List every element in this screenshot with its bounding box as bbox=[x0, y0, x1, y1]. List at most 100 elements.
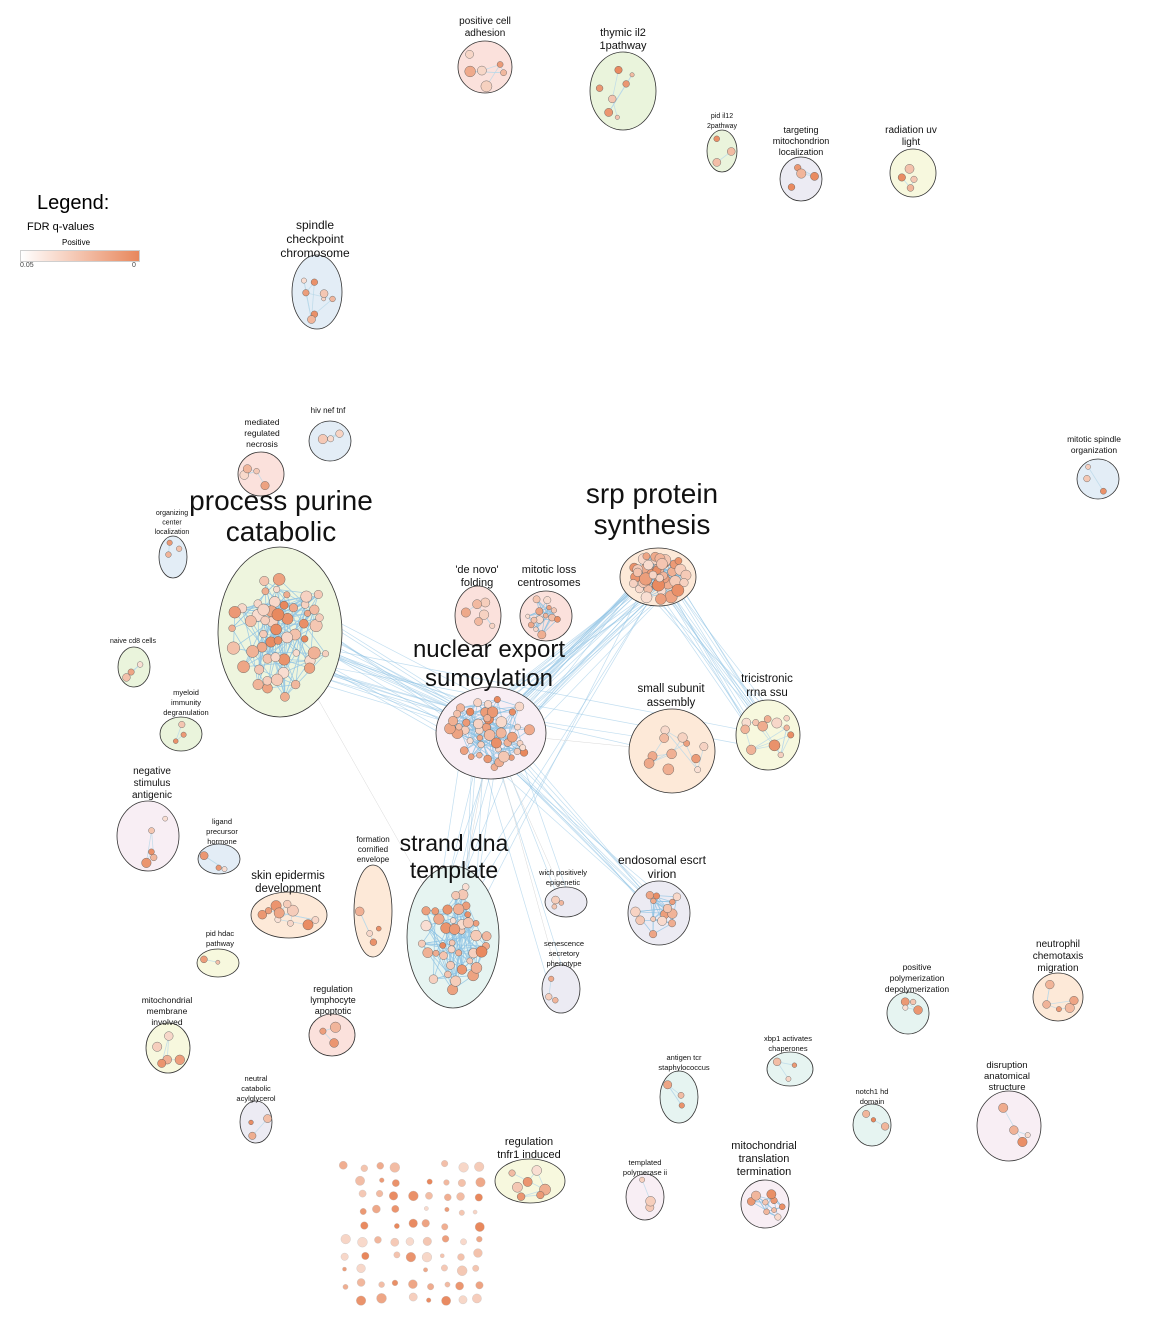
cluster-antigen-tcr-staphylococcus[interactable] bbox=[659, 1070, 699, 1124]
gene-set-node[interactable] bbox=[302, 919, 314, 931]
gene-set-node[interactable] bbox=[476, 752, 483, 759]
singleton-node[interactable] bbox=[472, 1264, 480, 1272]
singleton-node[interactable] bbox=[359, 1208, 367, 1215]
cluster-wich-positively-epigenetic[interactable] bbox=[544, 886, 588, 918]
gene-set-node[interactable] bbox=[508, 754, 515, 761]
gene-set-node[interactable] bbox=[174, 1054, 185, 1065]
gene-set-node[interactable] bbox=[301, 635, 309, 643]
gene-set-node[interactable] bbox=[1024, 1132, 1031, 1138]
singleton-node[interactable] bbox=[408, 1292, 418, 1302]
gene-set-node[interactable] bbox=[270, 652, 281, 663]
gene-set-node[interactable] bbox=[913, 1005, 923, 1015]
gene-set-node[interactable] bbox=[481, 931, 492, 941]
gene-set-node[interactable] bbox=[283, 900, 292, 909]
gene-set-node[interactable] bbox=[470, 962, 483, 974]
singleton-node[interactable] bbox=[457, 1253, 465, 1261]
singleton-node[interactable] bbox=[458, 1295, 468, 1305]
gene-set-node[interactable] bbox=[273, 907, 285, 919]
singleton-node[interactable] bbox=[443, 1179, 450, 1186]
singleton-node[interactable] bbox=[456, 1192, 465, 1201]
cluster-hiv-nef-tnf[interactable] bbox=[308, 420, 352, 462]
gene-set-node[interactable] bbox=[444, 970, 452, 979]
singleton-node[interactable] bbox=[342, 1284, 349, 1290]
gene-set-node[interactable] bbox=[237, 660, 250, 674]
gene-set-node[interactable] bbox=[302, 289, 310, 297]
gene-set-node[interactable] bbox=[648, 570, 658, 580]
gene-set-node[interactable] bbox=[678, 1102, 685, 1109]
singleton-node[interactable] bbox=[339, 1161, 348, 1170]
gene-set-node[interactable] bbox=[270, 623, 282, 636]
cluster-mediated-regulated-necrosis[interactable] bbox=[237, 451, 285, 497]
gene-set-node[interactable] bbox=[528, 621, 535, 629]
gene-set-node[interactable] bbox=[273, 636, 283, 645]
gene-set-node[interactable] bbox=[629, 579, 638, 588]
singleton-node[interactable] bbox=[391, 1279, 399, 1286]
cluster-notch1-hd-domain[interactable] bbox=[852, 1103, 892, 1147]
cluster-radiation-uv-light[interactable] bbox=[889, 148, 937, 198]
cluster-bubble[interactable] bbox=[625, 1173, 665, 1221]
gene-set-node[interactable] bbox=[280, 692, 290, 702]
cluster-ligand-precursor-hormone[interactable] bbox=[197, 843, 241, 875]
gene-set-node[interactable] bbox=[525, 613, 531, 619]
gene-set-node[interactable] bbox=[422, 947, 433, 958]
gene-set-node[interactable] bbox=[259, 576, 270, 586]
cluster-bubble[interactable] bbox=[308, 1013, 356, 1057]
singleton-node[interactable] bbox=[426, 1178, 433, 1185]
singleton-node[interactable] bbox=[475, 1281, 484, 1290]
cluster-de-novo-folding[interactable] bbox=[454, 585, 502, 647]
gene-set-node[interactable] bbox=[215, 959, 221, 965]
gene-set-node[interactable] bbox=[477, 65, 487, 76]
gene-set-node[interactable] bbox=[166, 539, 173, 546]
gene-set-node[interactable] bbox=[157, 1059, 167, 1068]
singleton-node[interactable] bbox=[355, 1175, 365, 1186]
gene-set-node[interactable] bbox=[773, 1057, 782, 1066]
gene-set-node[interactable] bbox=[1009, 1125, 1019, 1135]
gene-set-node[interactable] bbox=[514, 723, 521, 731]
gene-set-node[interactable] bbox=[659, 733, 669, 743]
gene-set-node[interactable] bbox=[608, 94, 617, 104]
gene-set-node[interactable] bbox=[483, 729, 496, 741]
singleton-node[interactable] bbox=[379, 1177, 385, 1183]
gene-set-node[interactable] bbox=[550, 607, 557, 614]
gene-set-node[interactable] bbox=[552, 997, 559, 1004]
gene-set-node[interactable] bbox=[455, 949, 463, 957]
cluster-neutral-catabolic-acylglycerol[interactable] bbox=[239, 1100, 273, 1144]
singleton-node[interactable] bbox=[393, 1251, 401, 1259]
singleton-node[interactable] bbox=[455, 1281, 464, 1291]
gene-set-node[interactable] bbox=[474, 617, 483, 626]
gene-set-node[interactable] bbox=[319, 1027, 327, 1035]
singleton-node[interactable] bbox=[476, 1236, 483, 1243]
gene-set-node[interactable] bbox=[491, 737, 502, 749]
gene-set-node[interactable] bbox=[180, 731, 187, 738]
cluster-disruption-anatomical-structure[interactable] bbox=[976, 1090, 1042, 1162]
gene-set-node[interactable] bbox=[657, 916, 668, 926]
gene-set-node[interactable] bbox=[327, 435, 335, 443]
gene-set-node[interactable] bbox=[633, 567, 643, 577]
gene-set-node[interactable] bbox=[656, 558, 668, 570]
gene-set-node[interactable] bbox=[1100, 487, 1107, 495]
gene-set-node[interactable] bbox=[376, 925, 382, 932]
gene-set-node[interactable] bbox=[310, 278, 318, 286]
gene-set-node[interactable] bbox=[483, 754, 492, 764]
gene-set-node[interactable] bbox=[228, 606, 241, 619]
singleton-node[interactable] bbox=[389, 1162, 400, 1173]
singleton-node[interactable] bbox=[357, 1237, 368, 1248]
singleton-node[interactable] bbox=[424, 1206, 429, 1211]
gene-set-node[interactable] bbox=[477, 741, 485, 749]
cluster-pid-hdac-pathway[interactable] bbox=[196, 948, 240, 978]
singleton-node[interactable] bbox=[441, 1160, 449, 1168]
gene-set-node[interactable] bbox=[536, 1191, 545, 1200]
gene-set-node[interactable] bbox=[508, 708, 516, 716]
cluster-strand-dna-template[interactable] bbox=[406, 865, 500, 1009]
gene-set-node[interactable] bbox=[467, 753, 475, 760]
cluster-positive-cell-adhesion[interactable] bbox=[457, 40, 513, 94]
gene-set-node[interactable] bbox=[265, 907, 273, 915]
gene-set-node[interactable] bbox=[450, 975, 462, 987]
cluster-bubble[interactable] bbox=[291, 254, 343, 330]
gene-set-node[interactable] bbox=[148, 827, 155, 834]
gene-set-node[interactable] bbox=[694, 766, 701, 773]
gene-set-node[interactable] bbox=[480, 597, 491, 608]
gene-set-node[interactable] bbox=[543, 612, 549, 619]
gene-set-node[interactable] bbox=[279, 600, 289, 610]
gene-set-node[interactable] bbox=[524, 724, 535, 736]
